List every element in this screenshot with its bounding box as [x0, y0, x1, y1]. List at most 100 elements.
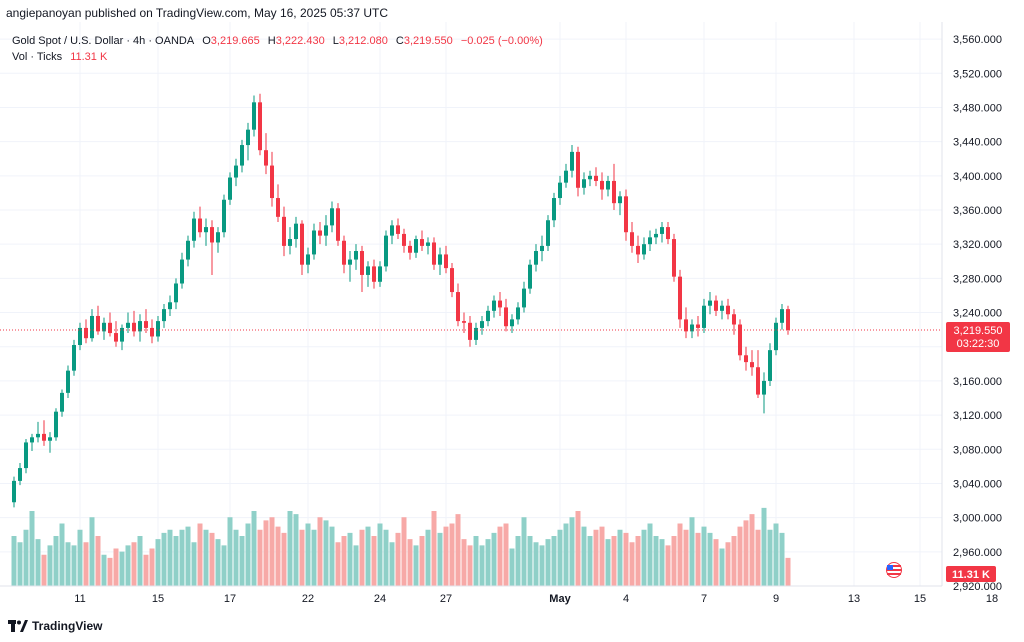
- candle-down: [396, 218, 400, 240]
- candle-up: [390, 220, 394, 245]
- volume-bar: [491, 532, 497, 586]
- candle-down: [264, 133, 268, 175]
- candle-down: [468, 315, 472, 347]
- y-tick-label: 3,360.000: [953, 205, 1002, 217]
- volume-bar: [701, 526, 707, 586]
- candle-up: [528, 259, 532, 294]
- volume-bar: [269, 517, 275, 586]
- volume-bar: [287, 511, 293, 586]
- candle-up: [768, 343, 772, 387]
- candle-down: [372, 259, 376, 289]
- candle-down: [282, 206, 286, 257]
- volume-bar: [563, 523, 569, 586]
- candle-up: [174, 278, 178, 310]
- candle-down: [594, 167, 598, 187]
- volume-bar: [293, 514, 299, 586]
- candle-down: [696, 315, 700, 337]
- volume-bar: [137, 536, 143, 586]
- candle-up: [48, 432, 52, 453]
- candle-up: [438, 247, 442, 275]
- volume-bar: [743, 520, 749, 586]
- volume-bar: [203, 529, 209, 586]
- candle-up: [30, 433, 34, 451]
- candle-down: [630, 221, 634, 253]
- volume-bar: [509, 548, 515, 586]
- candle-up: [588, 170, 592, 187]
- candle-up: [60, 389, 64, 417]
- candle-up: [486, 305, 490, 327]
- candle-up: [156, 315, 160, 342]
- candle-up: [66, 365, 70, 398]
- volume-bar: [299, 529, 305, 586]
- volume-bar: [389, 542, 395, 586]
- volume-bar: [761, 507, 767, 586]
- candle-up: [348, 251, 352, 282]
- volume-value: 11.31 K: [70, 51, 108, 63]
- candle-down: [600, 172, 604, 200]
- candle-down: [258, 93, 262, 156]
- candle-up: [228, 172, 232, 205]
- x-tick-label: 11: [74, 593, 85, 605]
- candle-down: [342, 235, 346, 274]
- candle-up: [660, 221, 664, 243]
- volume-bar: [101, 554, 107, 586]
- y-tick-label: 3,120.000: [953, 410, 1002, 422]
- candle-up: [330, 201, 334, 233]
- volume-bar: [161, 532, 167, 586]
- volume-bar: [377, 523, 383, 586]
- volume-bar: [629, 542, 635, 586]
- volume-bar: [71, 545, 77, 586]
- price-chart[interactable]: 3,560.000 3,520.000 3,480.000 3,440.000 3,40…: [0, 22, 1024, 612]
- volume-bar: [53, 536, 59, 586]
- candle-up: [204, 218, 208, 246]
- volume-bar: [401, 517, 407, 586]
- y-tick-label: 3,000.000: [953, 513, 1002, 525]
- chart-grid: [0, 22, 993, 587]
- volume-bar: [611, 536, 617, 586]
- candle-down: [336, 203, 340, 246]
- volume-bar: [125, 545, 131, 586]
- candle-up: [120, 324, 124, 351]
- candle-down: [612, 163, 616, 210]
- volume-bar: [251, 511, 257, 586]
- volume-bar: [83, 542, 89, 586]
- candle-down: [714, 295, 718, 316]
- candle-down: [318, 221, 322, 245]
- candle-up: [546, 215, 550, 252]
- candle-down: [678, 269, 682, 328]
- volume-bars: [11, 507, 791, 586]
- volume-bar: [641, 529, 647, 586]
- volume-bar: [407, 539, 413, 586]
- volume-bar: [95, 536, 101, 586]
- y-tick-label: 3,160.000: [953, 376, 1002, 388]
- candle-down: [270, 151, 274, 207]
- candle-up: [654, 228, 658, 245]
- candle-up: [606, 175, 610, 197]
- volume-bar: [47, 545, 53, 586]
- candle-down: [756, 350, 760, 398]
- volume-bar: [179, 529, 185, 586]
- volume-bar: [653, 536, 659, 586]
- us-flag-icon[interactable]: [879, 562, 909, 578]
- volume-bar: [227, 517, 233, 586]
- volume-bar: [539, 545, 545, 586]
- y-tick-label: 3,040.000: [953, 478, 1002, 490]
- volume-bar: [473, 536, 479, 586]
- volume-bar: [497, 526, 503, 586]
- volume-bar: [587, 536, 593, 586]
- candle-up: [642, 237, 646, 260]
- y-tick-label: 3,080.000: [953, 444, 1002, 456]
- price-axis-bg: [942, 22, 1024, 586]
- volume-bar: [143, 554, 149, 586]
- volume-bar: [755, 529, 761, 586]
- candle-down: [744, 346, 748, 371]
- volume-study-label: Vol · Ticks: [12, 51, 63, 63]
- volume-bar: [353, 545, 359, 586]
- candle-up: [780, 304, 784, 330]
- volume-bar: [677, 523, 683, 586]
- y-tick-label: 3,560.000: [953, 34, 1002, 46]
- candle-down: [198, 206, 202, 238]
- open-value: 3,219.665: [210, 35, 260, 47]
- y-tick-label: 3,400.000: [953, 171, 1002, 183]
- x-tick-label: 15: [152, 593, 164, 605]
